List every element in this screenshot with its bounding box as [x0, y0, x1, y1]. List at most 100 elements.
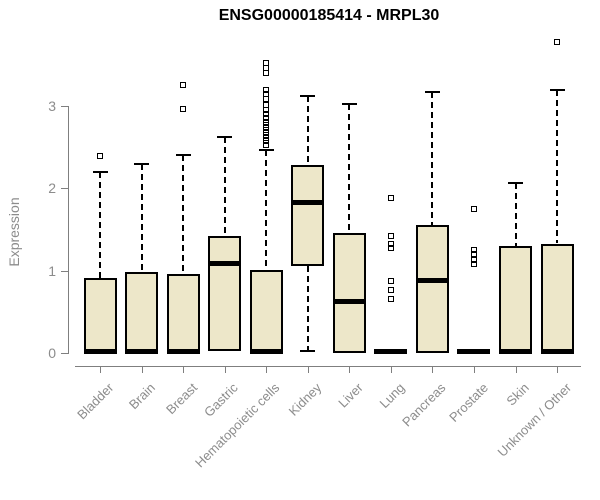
- whisker-cap-upper: [341, 102, 357, 105]
- outlier-point: [263, 121, 270, 128]
- median-line: [499, 348, 532, 354]
- outlier-point: [470, 261, 477, 268]
- outlier-point: [470, 205, 477, 212]
- outlier-point: [470, 256, 477, 263]
- outlier-point: [263, 115, 270, 122]
- x-tick-label: Breast: [162, 380, 200, 418]
- box-plot-box: [332, 232, 366, 353]
- x-tick-mark: [390, 366, 392, 373]
- outlier-point: [263, 128, 270, 135]
- whisker-upper: [99, 171, 101, 279]
- y-tick-label: 1: [48, 262, 56, 279]
- box-plot-box: [291, 165, 325, 266]
- whisker-upper: [431, 92, 434, 226]
- x-tick-label: Prostate: [445, 380, 491, 425]
- whisker-upper: [556, 89, 559, 244]
- x-tick-mark: [349, 366, 351, 373]
- outlier-point: [180, 81, 187, 88]
- box-plot-box: [415, 225, 449, 353]
- x-tick-label: Kidney: [285, 380, 325, 419]
- box-plot-box: [249, 269, 283, 353]
- median-line: [249, 348, 283, 354]
- x-tick-mark: [307, 366, 309, 373]
- whisker-cap-upper: [508, 182, 523, 185]
- outlier-point: [263, 86, 270, 93]
- median-line: [540, 348, 574, 354]
- x-tick-mark: [224, 366, 226, 373]
- y-tick-mark: [61, 353, 68, 354]
- x-tick-mark: [557, 366, 559, 373]
- whisker-upper: [306, 96, 309, 166]
- y-axis-label: Expression: [6, 197, 22, 267]
- x-tick-mark: [183, 366, 185, 373]
- box-plot-box: [499, 245, 532, 353]
- whisker-cap-upper: [217, 136, 233, 139]
- x-tick-label: Skin: [503, 380, 533, 409]
- outlier-point: [97, 153, 103, 160]
- box-plot-box: [125, 272, 159, 353]
- outlier-point: [387, 240, 394, 247]
- whisker-cap-upper: [300, 95, 316, 98]
- median-line: [291, 199, 325, 205]
- outlier-point: [263, 102, 270, 109]
- x-tick-mark: [266, 366, 268, 373]
- x-tick-label: Pancreas: [399, 380, 450, 430]
- whisker-cap-upper: [258, 148, 274, 151]
- whisker-cap-upper: [92, 170, 108, 173]
- whisker-cap-lower: [300, 350, 316, 353]
- x-tick-mark: [473, 366, 475, 373]
- outlier-point: [387, 233, 394, 240]
- x-tick-label: Gastric: [201, 380, 242, 420]
- outlier-point: [387, 287, 394, 294]
- x-tick-mark: [515, 366, 517, 373]
- outlier-point: [263, 118, 270, 125]
- box-plot-box: [83, 278, 117, 353]
- outlier-point: [470, 247, 477, 254]
- outlier-point: [180, 106, 187, 113]
- outlier-point: [263, 60, 270, 67]
- whisker-upper: [182, 154, 185, 274]
- box-plot-box: [208, 236, 242, 352]
- median-line: [457, 348, 491, 354]
- x-axis-line: [75, 366, 581, 367]
- whisker-cap-upper: [549, 88, 565, 91]
- y-tick-mark: [61, 188, 68, 190]
- outlier-point: [554, 38, 561, 45]
- x-tick-mark: [141, 366, 143, 373]
- y-tick-label: 0: [48, 345, 56, 361]
- median-line: [415, 278, 449, 284]
- whisker-cap-upper: [134, 163, 150, 166]
- whisker-lower: [306, 265, 309, 352]
- outlier-point: [263, 135, 270, 142]
- outlier-point: [387, 195, 394, 202]
- whisker-cap-upper: [424, 91, 440, 93]
- whisker-upper: [514, 183, 517, 246]
- median-line: [83, 348, 117, 354]
- whisker-upper: [265, 149, 268, 270]
- y-tick-label: 2: [48, 180, 56, 197]
- median-line: [332, 299, 366, 305]
- outlier-point: [263, 131, 270, 138]
- median-line: [166, 348, 200, 354]
- outlier-point: [387, 244, 394, 251]
- x-tick-label: Bladder: [74, 380, 117, 423]
- outlier-point: [387, 278, 394, 285]
- whisker-cap-upper: [175, 153, 191, 156]
- outlier-point: [263, 111, 270, 118]
- chart-title: ENSG00000185414 - MRPL30: [218, 7, 440, 24]
- box-plot-box: [166, 273, 200, 353]
- outlier-point: [387, 296, 394, 303]
- x-tick-label: Unknown / Other: [494, 380, 574, 460]
- x-tick-label: Liver: [335, 380, 366, 411]
- box-plot-box: [540, 243, 574, 353]
- whisker-upper: [223, 137, 226, 237]
- median-line: [125, 348, 159, 354]
- whisker-upper: [348, 103, 351, 233]
- outlier-point: [263, 141, 270, 148]
- y-tick-mark: [61, 270, 68, 272]
- x-tick-label: Brain: [126, 380, 159, 413]
- outlier-point: [263, 125, 270, 132]
- median-line: [374, 348, 408, 354]
- x-tick-label: Lung: [376, 380, 408, 412]
